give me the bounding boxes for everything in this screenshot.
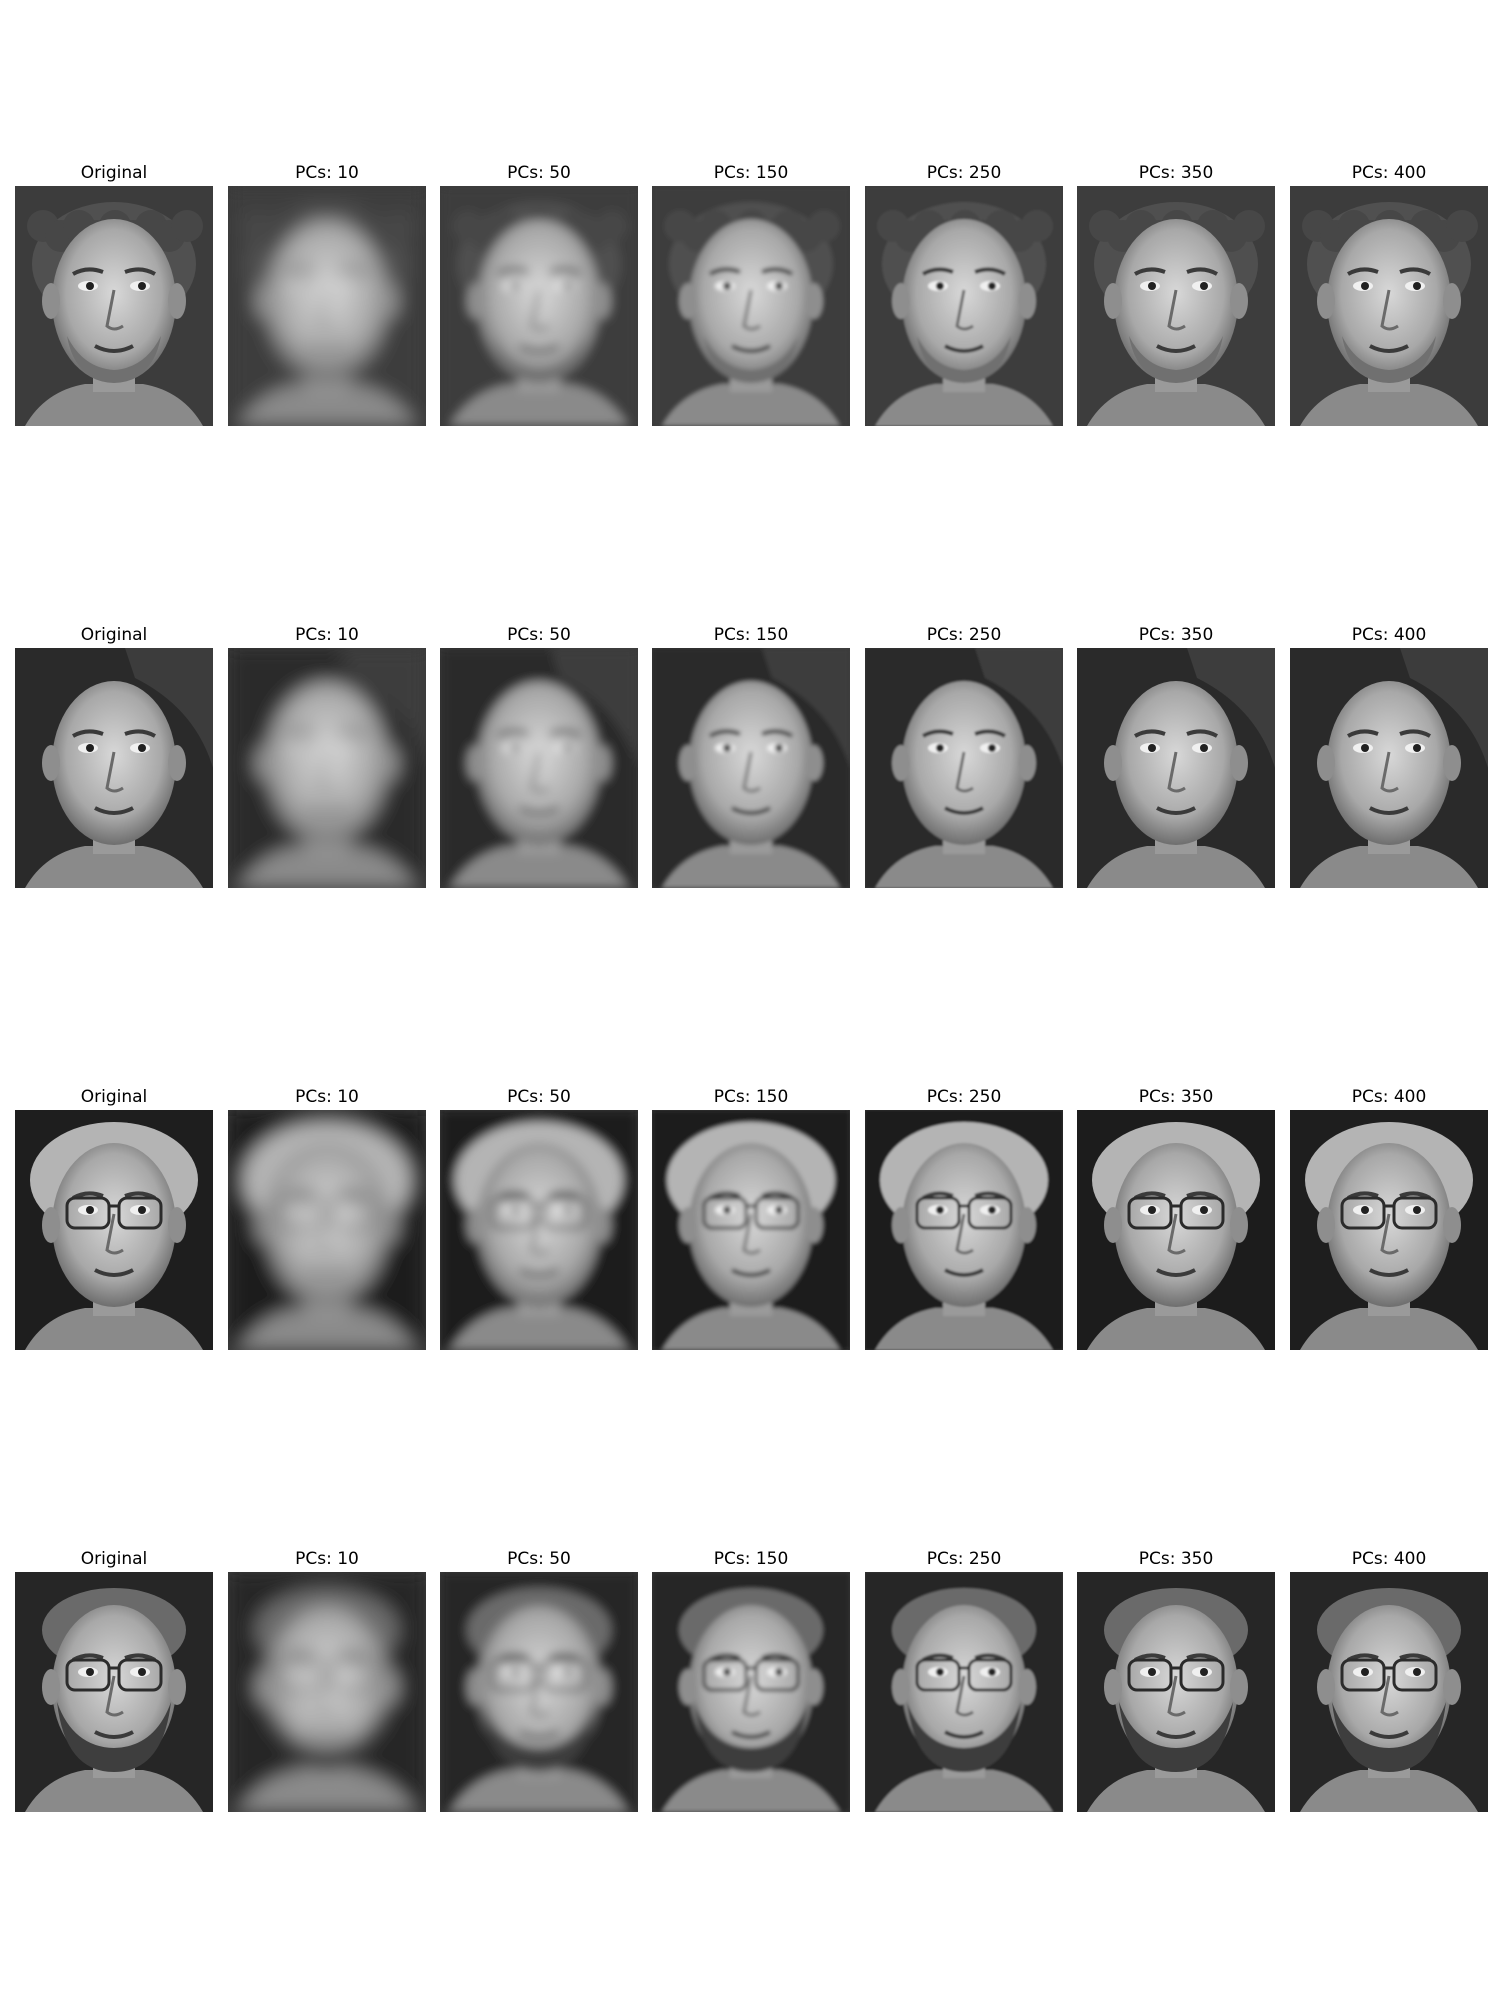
face-image [1290, 648, 1488, 888]
panel-title: PCs: 250 [926, 1087, 1002, 1107]
face-image [865, 648, 1063, 888]
panel-title: PCs: 10 [295, 625, 359, 645]
panel-title: PCs: 150 [713, 163, 789, 183]
face-image [652, 648, 850, 888]
face-image [15, 186, 213, 426]
panel-title: Original [80, 163, 148, 183]
face-image [1077, 186, 1275, 426]
face-image [1077, 1572, 1275, 1812]
panel-title: PCs: 50 [507, 1549, 571, 1569]
panel-title: PCs: 10 [295, 1549, 359, 1569]
panel-title: PCs: 400 [1351, 1087, 1427, 1107]
face-image [865, 1572, 1063, 1812]
panel-title: PCs: 400 [1351, 163, 1427, 183]
face-image [1077, 648, 1275, 888]
panel-title: PCs: 350 [1138, 1087, 1214, 1107]
face-image [228, 648, 426, 888]
face-image [652, 1110, 850, 1350]
panel-title: PCs: 250 [926, 625, 1002, 645]
face-image [15, 648, 213, 888]
panel-title: PCs: 400 [1351, 1549, 1427, 1569]
face-image [228, 186, 426, 426]
panel-title: Original [80, 1549, 148, 1569]
face-image [652, 1572, 850, 1812]
panel-title: PCs: 50 [507, 625, 571, 645]
panel-title: PCs: 350 [1138, 1549, 1214, 1569]
face-image [1290, 186, 1488, 426]
panel-title: PCs: 10 [295, 1087, 359, 1107]
face-image [15, 1110, 213, 1350]
panel-title: PCs: 400 [1351, 625, 1427, 645]
face-image [865, 186, 1063, 426]
face-image [1290, 1572, 1488, 1812]
panel-title: PCs: 250 [926, 1549, 1002, 1569]
face-image [1290, 1110, 1488, 1350]
panel-title: PCs: 150 [713, 1549, 789, 1569]
panel-title: PCs: 50 [507, 163, 571, 183]
face-image [652, 186, 850, 426]
panel-title: PCs: 10 [295, 163, 359, 183]
face-image [228, 1572, 426, 1812]
panel-title: Original [80, 1087, 148, 1107]
face-image [15, 1572, 213, 1812]
panel-title: PCs: 350 [1138, 163, 1214, 183]
panel-title: PCs: 350 [1138, 625, 1214, 645]
face-image [440, 186, 638, 426]
face-image [228, 1110, 426, 1350]
panel-title: PCs: 150 [713, 1087, 789, 1107]
panel-title: PCs: 50 [507, 1087, 571, 1107]
face-image [440, 1572, 638, 1812]
face-image [865, 1110, 1063, 1350]
panel-title: Original [80, 625, 148, 645]
panel-title: PCs: 250 [926, 163, 1002, 183]
panel-title: PCs: 150 [713, 625, 789, 645]
face-image [440, 1110, 638, 1350]
face-image [440, 648, 638, 888]
face-image [1077, 1110, 1275, 1350]
